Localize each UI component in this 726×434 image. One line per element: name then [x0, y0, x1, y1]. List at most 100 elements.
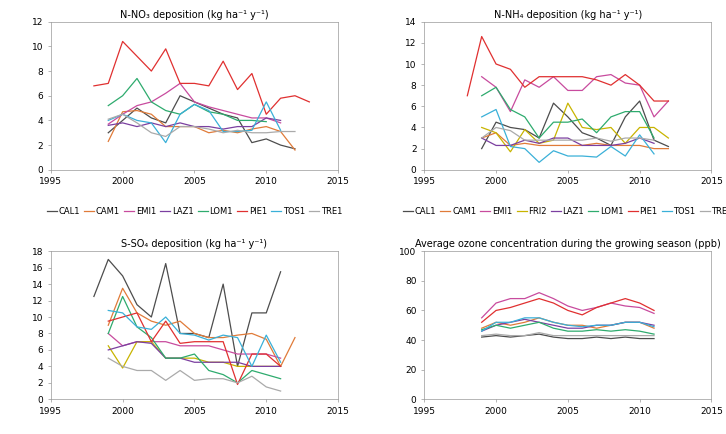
CAL1 [147, 314, 155, 319]
PIE1 [104, 81, 113, 86]
PIE1 [549, 300, 558, 306]
CAL1 [650, 138, 658, 143]
PIE1 [463, 93, 472, 99]
LOM1 [248, 118, 256, 123]
Line: TOS1: TOS1 [108, 102, 281, 143]
LOM1 [492, 85, 500, 90]
CAM1 [650, 146, 658, 151]
TOS1 [521, 315, 529, 320]
EMI1 [621, 303, 629, 309]
LAZ1 [650, 322, 658, 328]
LAZ1 [205, 124, 213, 129]
TOS1 [635, 132, 644, 138]
CAL1 [205, 105, 213, 111]
PIE1 [248, 352, 256, 357]
FRI2 [219, 360, 227, 365]
EMI1 [277, 355, 285, 361]
Line: CAL1: CAL1 [94, 260, 281, 366]
PIE1 [650, 99, 658, 104]
EMI1 [190, 343, 199, 349]
Line: LOM1: LOM1 [481, 87, 654, 138]
CAM1 [621, 320, 629, 325]
CAL1 [506, 335, 515, 340]
LAZ1 [521, 317, 529, 322]
TOS1 [190, 102, 199, 107]
EMI1 [650, 114, 658, 119]
PIE1 [563, 74, 572, 79]
Line: CAM1: CAM1 [481, 318, 654, 328]
CAL1 [248, 310, 256, 316]
EMI1 [104, 122, 113, 127]
CAL1 [277, 142, 285, 148]
TRE1 [477, 333, 486, 338]
CAL1 [233, 364, 242, 369]
PIE1 [233, 87, 242, 92]
Line: EMI1: EMI1 [481, 75, 669, 117]
Line: LOM1: LOM1 [108, 79, 266, 122]
LOM1 [578, 329, 587, 334]
TOS1 [118, 310, 127, 316]
EMI1 [118, 112, 127, 117]
TRE1 [635, 135, 644, 141]
TOS1 [219, 332, 227, 338]
Line: LOM1: LOM1 [481, 322, 654, 334]
TRE1 [161, 134, 170, 139]
EMI1 [147, 99, 155, 105]
PIE1 [492, 61, 500, 66]
TOS1 [635, 320, 644, 325]
FRI2 [521, 127, 529, 132]
TRE1 [190, 124, 199, 129]
TRE1 [621, 333, 629, 338]
LOM1 [578, 116, 587, 122]
LOM1 [549, 120, 558, 125]
PIE1 [635, 300, 644, 306]
EMI1 [133, 339, 142, 344]
CAL1 [133, 302, 142, 307]
CAL1 [621, 114, 629, 119]
LAZ1 [578, 143, 587, 148]
LOM1 [104, 103, 113, 108]
PIE1 [262, 352, 271, 357]
TOS1 [650, 151, 658, 157]
LOM1 [205, 368, 213, 373]
LAZ1 [578, 326, 587, 331]
TRE1 [133, 368, 142, 373]
TRE1 [118, 112, 127, 117]
CAL1 [635, 336, 644, 341]
EMI1 [492, 300, 500, 306]
LOM1 [607, 114, 616, 119]
Line: LAZ1: LAZ1 [481, 319, 654, 331]
Line: CAM1: CAM1 [481, 133, 669, 148]
LAZ1 [563, 326, 572, 331]
TRE1 [650, 138, 658, 143]
Legend: CAL1, CAM1, EMI1, FRI2, LAZ1, LOM1, PIE1, TOS1, TRE1: CAL1, CAM1, EMI1, FRI2, LAZ1, LOM1, PIE1… [403, 207, 726, 216]
CAM1 [635, 320, 644, 325]
TOS1 [592, 155, 601, 160]
LOM1 [233, 118, 242, 123]
CAM1 [176, 124, 184, 129]
LOM1 [104, 331, 113, 336]
PIE1 [578, 312, 587, 318]
CAL1 [563, 114, 572, 119]
LOM1 [118, 93, 127, 99]
LAZ1 [233, 124, 242, 129]
LOM1 [477, 327, 486, 332]
PIE1 [290, 93, 299, 99]
Line: CAL1: CAL1 [108, 96, 295, 149]
PIE1 [133, 310, 142, 316]
FRI2 [190, 355, 199, 361]
LOM1 [506, 107, 515, 112]
TOS1 [592, 322, 601, 328]
FRI2 [492, 130, 500, 135]
Line: TRE1: TRE1 [481, 332, 654, 335]
TRE1 [233, 128, 242, 133]
EMI1 [635, 305, 644, 310]
PIE1 [176, 341, 184, 346]
FRI2 [147, 339, 155, 344]
PIE1 [161, 46, 170, 52]
Line: FRI2: FRI2 [481, 103, 669, 152]
CAM1 [521, 141, 529, 146]
TRE1 [205, 376, 213, 381]
PIE1 [147, 69, 155, 74]
LAZ1 [118, 343, 127, 349]
